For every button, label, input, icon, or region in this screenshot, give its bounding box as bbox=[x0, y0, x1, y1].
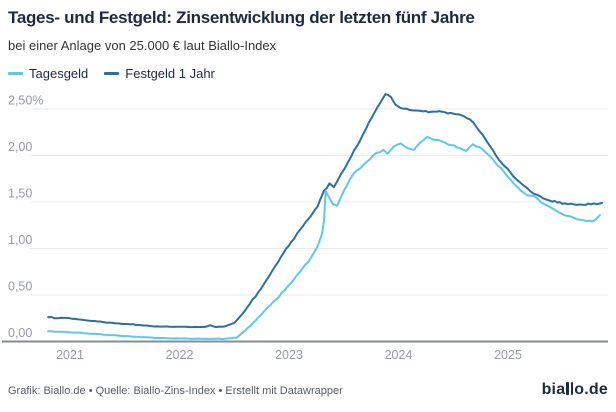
biallo-logo: bia o.de bbox=[542, 381, 608, 399]
x-tick-label: 2023 bbox=[275, 348, 303, 362]
footer-credit: Grafik: Biallo.de • Quelle: Biallo-Zins-… bbox=[8, 385, 343, 397]
y-tick-label: 2,50% bbox=[8, 94, 43, 108]
logo-text-prefix: bia bbox=[541, 381, 566, 398]
y-tick-label: 2,00 bbox=[8, 140, 32, 154]
y-tick-label: 0,00 bbox=[8, 326, 32, 340]
x-tick-label: 2025 bbox=[494, 348, 522, 362]
logo-text-suffix: o.de bbox=[574, 381, 608, 398]
series-line-tagesgeld bbox=[47, 135, 601, 340]
chart-legend: Tagesgeld Festgeld 1 Jahr bbox=[8, 66, 215, 81]
y-tick-label: 1,00 bbox=[8, 233, 32, 247]
page-title: Tages- und Festgeld: Zinsentwicklung der… bbox=[8, 8, 475, 27]
legend-label: Tagesgeld bbox=[29, 66, 89, 81]
x-tick-label: 2022 bbox=[166, 348, 194, 362]
x-tick-label: 2024 bbox=[385, 348, 413, 362]
legend-item-tagesgeld: Tagesgeld bbox=[8, 66, 88, 81]
y-tick-label: 1,50 bbox=[8, 187, 32, 201]
y-tick-label: 0,50 bbox=[8, 280, 32, 294]
tagesgeld-line-swatch bbox=[8, 72, 23, 75]
series-line-festgeld-1-jahr bbox=[47, 93, 604, 329]
festgeld-line-swatch bbox=[104, 72, 120, 75]
chart-subtitle: bei einer Anlage von 25.000 € laut Biall… bbox=[8, 38, 277, 53]
x-tick-label: 2021 bbox=[56, 348, 84, 362]
legend-item-festgeld: Festgeld 1 Jahr bbox=[104, 66, 215, 81]
legend-label: Festgeld 1 Jahr bbox=[125, 66, 215, 81]
logo-bar-icon bbox=[570, 382, 574, 395]
logo-bar-icon bbox=[566, 382, 569, 395]
